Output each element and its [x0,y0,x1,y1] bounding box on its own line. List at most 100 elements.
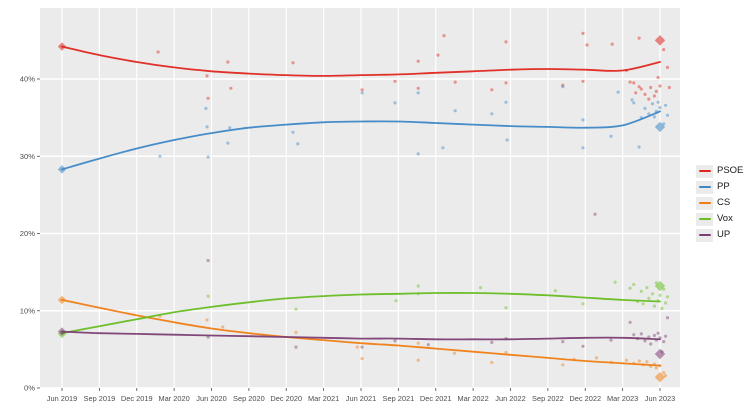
x-axis-tick-label: Mar 2021 [308,394,339,403]
legend-item-cs: CS [696,195,743,211]
poll-point-pp [453,109,457,113]
x-axis-tick-label: Dec 2022 [569,394,601,403]
poll-point-cs [360,357,364,361]
poll-point-vox [504,306,508,310]
poll-point-psoe [652,94,657,98]
poll-point-up [628,320,632,324]
legend-label: Vox [717,213,733,225]
legend-swatch-vox-icon [698,217,711,221]
election-2023-marker-vox [654,280,666,292]
trend-line-up [61,330,661,341]
legend-item-vox: Vox [696,211,743,227]
poll-point-cs [504,350,508,355]
poll-point-pp [632,101,636,105]
poll-point-pp [360,91,364,95]
x-axis-tick-label: Jun 2019 [47,394,77,403]
poll-point-up [664,334,668,338]
poll-point-pp [658,106,662,110]
x-axis-tick-label: Dec 2019 [121,394,153,403]
poll-point-psoe [585,43,589,47]
poll-point-up [652,333,657,338]
poll-point-vox [645,286,649,290]
legend-key-vox [696,212,713,226]
poll-point-up [581,344,585,348]
election-2023-marker-pp [654,121,666,133]
poll-point-vox [206,294,210,298]
x-axis-tick-label: Dec 2021 [420,394,452,403]
poll-point-pp [652,115,657,119]
poll-point-psoe [226,60,230,64]
poll-point-vox [660,306,664,310]
legend-key-cs [696,196,713,210]
poll-point-psoe [654,89,658,93]
poll-point-up [639,332,643,336]
legend-item-up: UP [696,227,743,243]
poll-point-pp [416,91,420,95]
poll-point-psoe [667,85,671,90]
poll-point-pp [205,125,209,129]
poll-point-pp [504,100,508,104]
poll-point-pp [656,100,660,104]
poll-point-up [393,339,397,343]
legend-key-psoe [696,164,713,178]
poll-point-up [360,345,364,349]
election-2019-marker-psoe [57,42,67,51]
poll-point-psoe [229,86,233,90]
poll-point-pp [643,106,647,110]
legend-swatch-up-icon [698,233,711,237]
scatter-vox [206,280,670,311]
poll-point-cs [662,371,666,375]
poll-point-psoe [360,88,364,92]
scatter-psoe [156,31,671,101]
y-axis-tick-label: 20% [20,229,35,238]
poll-point-cs [294,330,298,334]
poll-point-vox [658,293,662,297]
poll-point-pp [158,154,162,158]
poll-point-psoe [637,36,641,40]
poll-point-cs [654,366,658,370]
x-axis-tick-label: Sep 2020 [233,394,265,403]
x-axis-tick-label: Mar 2020 [159,394,190,403]
poll-point-pp [204,106,208,110]
poll-point-pp [581,146,585,150]
x-axis-tick-label: Sep 2022 [532,394,564,403]
poll-point-vox [639,289,643,293]
poll-point-psoe [416,86,420,90]
poll-point-vox [654,281,658,285]
poll-point-pp [490,112,494,116]
poll-point-up [632,333,636,337]
trend-line-vox [61,292,661,335]
trend-line-pp [61,110,661,171]
poll-point-pp [665,113,670,117]
poll-point-psoe [416,59,420,63]
poll-point-psoe [561,83,565,87]
y-axis-tick-label: 30% [20,152,35,161]
poll-point-psoe [665,65,670,69]
poll-point-psoe [504,81,508,85]
poll-point-pp [441,146,445,150]
legend-label: PSOE [717,165,744,177]
poll-point-psoe [581,31,585,35]
poll-point-vox [613,280,617,284]
poll-point-cs [561,363,565,367]
election-2019-marker-up [57,327,67,336]
poll-point-vox [650,292,655,296]
poll-point-pp [647,112,651,116]
trend-line-psoe [61,45,661,77]
x-axis-tick-label: Sep 2021 [383,394,415,403]
poll-point-up [609,338,613,342]
poll-point-psoe [656,75,660,80]
poll-point-cs [637,359,642,363]
legend-swatch-cs-icon [698,201,711,205]
poll-point-cs [205,318,209,322]
poll-point-pp [581,118,585,122]
poll-point-vox [416,284,420,288]
poll-point-pp [416,152,420,156]
poll-point-pp [637,145,641,149]
poll-point-psoe [206,96,210,100]
poll-point-cs [594,356,599,360]
poll-point-pp [291,130,295,134]
x-axis-tick-label: Jun 2021 [346,394,376,403]
